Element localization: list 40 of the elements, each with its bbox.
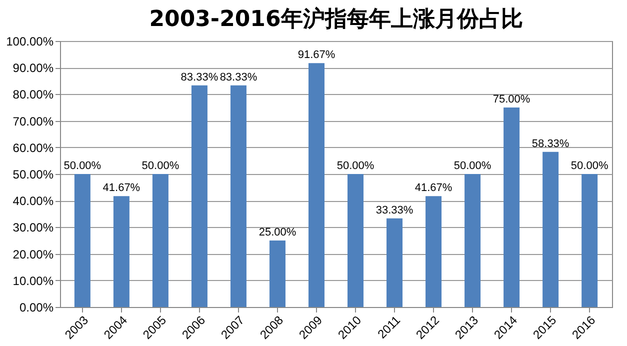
y-tick-label: 0.00% bbox=[19, 300, 54, 314]
y-tick-label: 30.00% bbox=[12, 220, 54, 235]
data-label: 33.33% bbox=[376, 204, 414, 216]
y-tick-label: 60.00% bbox=[12, 140, 54, 155]
y-tick-label: 80.00% bbox=[12, 88, 54, 102]
bar bbox=[74, 174, 90, 307]
bar bbox=[464, 174, 481, 307]
data-label: 91.67% bbox=[298, 49, 336, 62]
data-label: 83.33% bbox=[180, 71, 218, 84]
chart-title: 2003-2016年沪指每年上涨月份占比 bbox=[149, 6, 523, 32]
y-tick-label: 90.00% bbox=[12, 61, 54, 76]
bar bbox=[308, 63, 324, 307]
bar bbox=[348, 174, 364, 307]
data-label: 41.67% bbox=[102, 182, 140, 194]
data-label: 58.33% bbox=[532, 138, 570, 150]
data-label: 50.00% bbox=[64, 160, 102, 172]
y-tick-label: 40.00% bbox=[12, 194, 54, 208]
y-tick-label: 100.00% bbox=[6, 34, 54, 48]
data-label: 75.00% bbox=[492, 94, 530, 106]
data-label: 25.00% bbox=[258, 226, 296, 238]
data-label: 83.33% bbox=[220, 71, 258, 84]
data-label: 50.00% bbox=[142, 160, 180, 172]
bar bbox=[504, 108, 520, 307]
bar bbox=[426, 196, 442, 307]
bar bbox=[152, 174, 168, 307]
bar bbox=[230, 85, 246, 307]
data-label: 50.00% bbox=[454, 160, 492, 172]
y-tick-label: 20.00% bbox=[12, 247, 54, 262]
y-tick-label: 70.00% bbox=[12, 114, 54, 128]
bar bbox=[542, 152, 559, 307]
bar bbox=[386, 218, 403, 307]
bar bbox=[113, 196, 130, 307]
bar bbox=[269, 240, 286, 307]
data-label: 50.00% bbox=[336, 160, 374, 172]
y-tick-label: 50.00% bbox=[12, 168, 54, 182]
data-label: 41.67% bbox=[414, 182, 452, 194]
bar bbox=[191, 85, 208, 307]
y-tick-label: 10.00% bbox=[12, 274, 54, 288]
bar bbox=[582, 174, 598, 307]
data-label: 50.00% bbox=[570, 160, 608, 172]
